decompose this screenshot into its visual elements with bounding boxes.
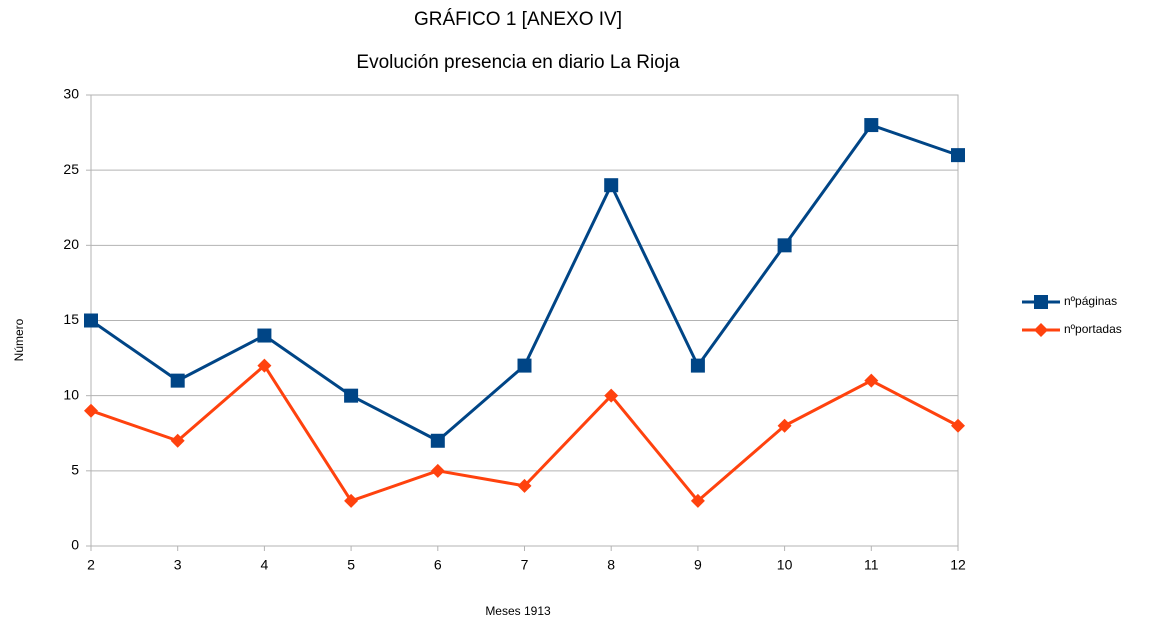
point: [951, 418, 965, 433]
x-tick-label: 2: [87, 557, 95, 573]
y-tick-label: 5: [71, 462, 79, 478]
series-line: [90, 123, 959, 443]
x-tick-label: 11: [864, 557, 879, 573]
chart-subtitle: Evolución presencia en diario La Rioja: [356, 52, 680, 73]
x-tick-label: 9: [694, 557, 702, 573]
point: [170, 373, 185, 388]
legend-marker: [1034, 295, 1048, 309]
point: [344, 388, 359, 403]
point: [777, 238, 792, 253]
x-tick-label: 10: [777, 557, 793, 573]
point: [430, 433, 445, 448]
point: [951, 148, 965, 163]
point: [777, 418, 792, 433]
x-tick-label: 8: [607, 557, 615, 573]
point: [604, 178, 619, 193]
point: [517, 478, 532, 493]
legend-label: nºportadas: [1064, 322, 1122, 336]
point: [170, 433, 185, 448]
x-tick-label: 6: [434, 557, 442, 573]
y-tick-label: 10: [63, 386, 79, 402]
chart-title: GRÁFICO 1 [ANEXO IV]: [414, 9, 622, 30]
point: [257, 358, 272, 373]
legend-marker: [1034, 323, 1048, 337]
x-axis-label: Meses 1913: [485, 604, 551, 618]
point: [690, 493, 705, 508]
point: [517, 358, 532, 373]
y-tick-label: 25: [63, 161, 79, 177]
x-tick-label: 5: [347, 557, 355, 573]
point: [84, 403, 98, 418]
x-tick-label: 3: [174, 557, 182, 573]
x-tick-label: 12: [950, 557, 966, 573]
point: [257, 328, 272, 343]
point: [690, 358, 705, 373]
y-tick-label: 15: [63, 311, 79, 327]
point: [604, 388, 619, 403]
point: [430, 463, 445, 478]
point: [864, 118, 879, 133]
x-tick-label: 7: [521, 557, 529, 573]
y-tick-label: 30: [63, 86, 79, 102]
legend-label: nºpáginas: [1064, 294, 1117, 308]
y-tick-label: 0: [71, 537, 79, 553]
point: [864, 373, 879, 388]
y-axis-label: Número: [12, 318, 26, 361]
point: [344, 493, 359, 508]
y-tick-label: 20: [63, 236, 79, 252]
point: [84, 313, 98, 328]
x-tick-label: 4: [261, 557, 269, 573]
